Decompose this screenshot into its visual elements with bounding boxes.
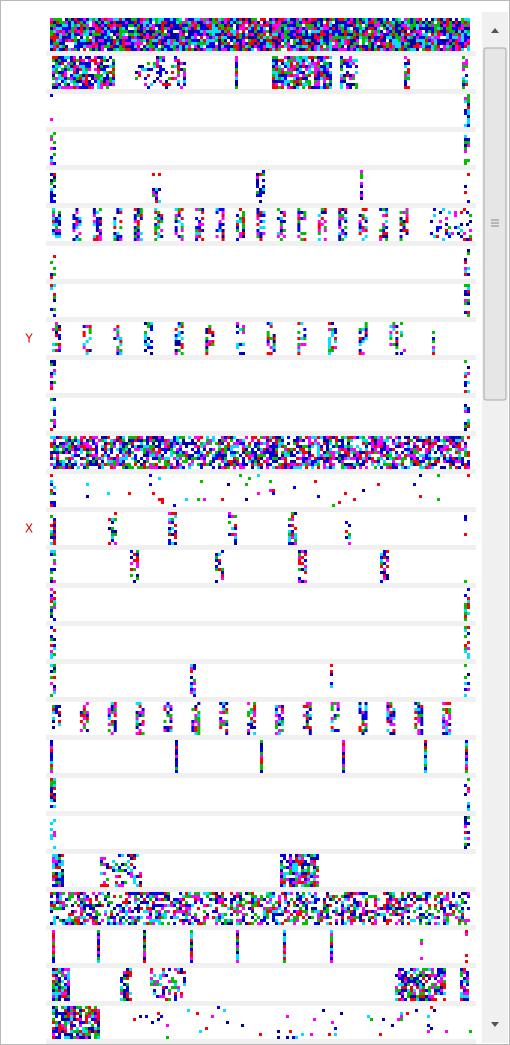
row-separator bbox=[46, 393, 476, 398]
row-separator bbox=[46, 89, 476, 94]
row-separator bbox=[46, 545, 476, 550]
scrollbar[interactable] bbox=[482, 12, 508, 1043]
row-label: X bbox=[25, 522, 33, 536]
row-separator bbox=[46, 317, 476, 322]
row-separator bbox=[46, 203, 476, 208]
row-separator bbox=[46, 241, 476, 246]
pixels bbox=[53, 638, 56, 641]
pixels bbox=[464, 267, 467, 270]
row-separator bbox=[46, 355, 476, 360]
pixels bbox=[50, 615, 53, 618]
row-separator bbox=[46, 1039, 476, 1044]
row-separator bbox=[46, 469, 476, 474]
row-separator bbox=[46, 507, 476, 512]
pixels bbox=[467, 106, 470, 109]
row-separator bbox=[46, 127, 476, 132]
row-separator bbox=[46, 887, 476, 892]
row-separator bbox=[46, 925, 476, 930]
row-separator bbox=[46, 697, 476, 702]
row-separator bbox=[46, 735, 476, 740]
scroll-thumb[interactable] bbox=[484, 48, 506, 400]
row-separator bbox=[46, 279, 476, 284]
row-separator bbox=[46, 773, 476, 778]
row-separator bbox=[46, 621, 476, 626]
row-separator bbox=[46, 659, 476, 664]
row-separator bbox=[46, 1001, 476, 1006]
pixels bbox=[467, 790, 470, 793]
row-separator bbox=[46, 51, 476, 56]
window: YX bbox=[0, 0, 510, 1045]
row-separator bbox=[46, 431, 476, 436]
row-separator bbox=[46, 165, 476, 170]
pattern-list: YX bbox=[0, 0, 510, 1045]
row-separator bbox=[46, 583, 476, 588]
row-separator bbox=[46, 963, 476, 968]
row-separator bbox=[46, 849, 476, 854]
pixels bbox=[464, 381, 467, 384]
row-separator bbox=[46, 811, 476, 816]
pixels bbox=[467, 94, 470, 103]
row-label: Y bbox=[24, 332, 33, 346]
pixels bbox=[464, 831, 467, 834]
pixels bbox=[464, 299, 467, 302]
